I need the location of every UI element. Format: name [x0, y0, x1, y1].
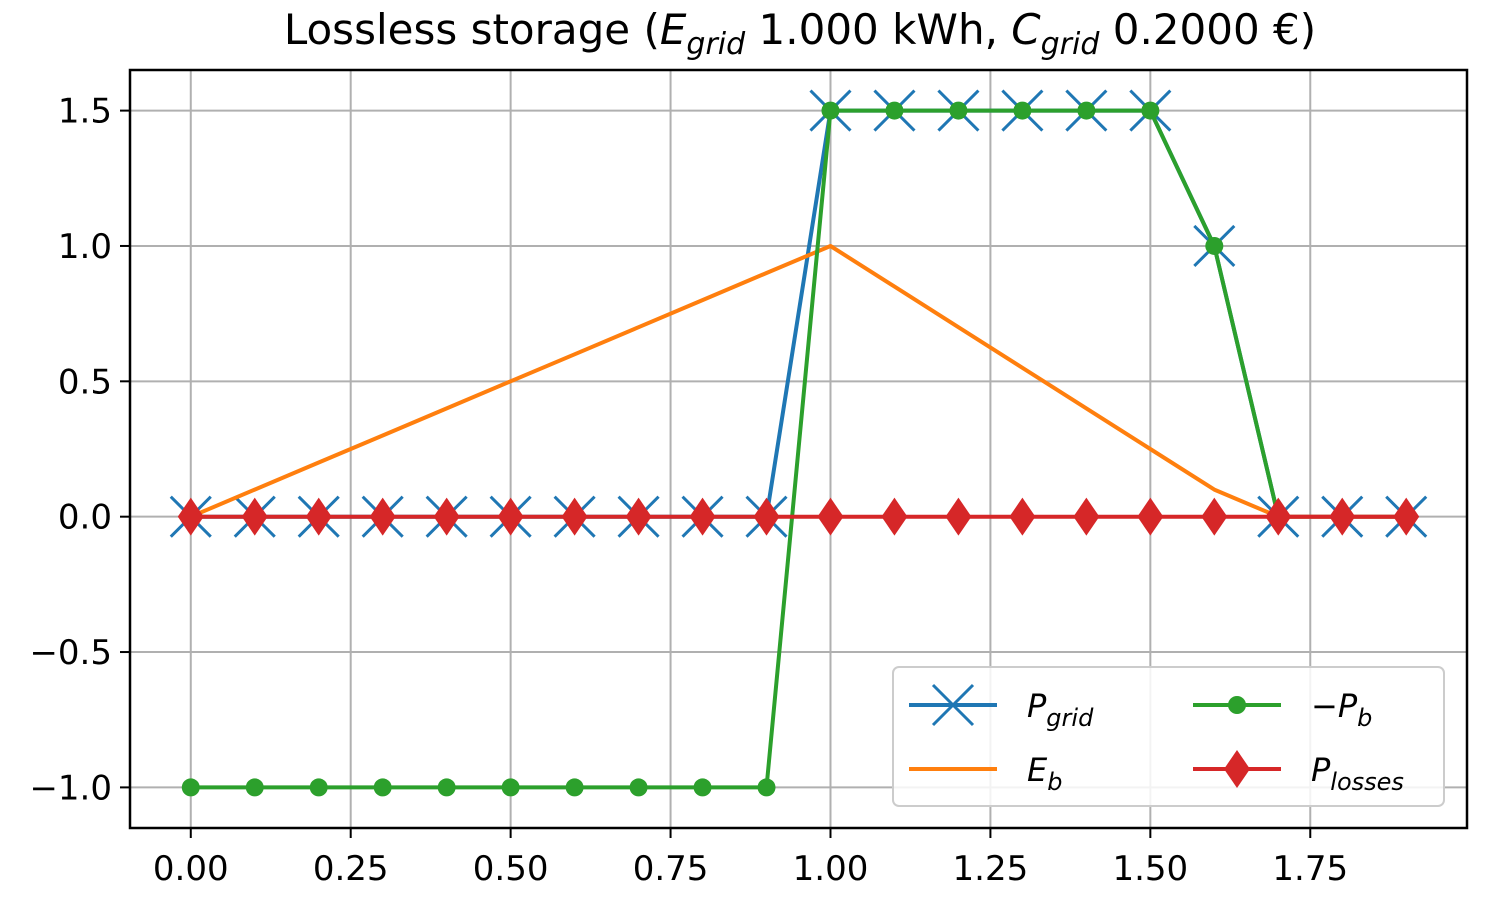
series-layer: [169, 89, 1428, 797]
data-point-p_losses: [945, 497, 972, 536]
data-point-p_losses: [817, 497, 844, 536]
y-tick-label: 0.0: [58, 498, 112, 538]
legend-box: [892, 666, 1445, 807]
legend-entry-neg_p_b: −Pb: [1193, 687, 1372, 732]
data-point-p_losses: [1009, 497, 1036, 536]
data-point-p_losses: [625, 497, 652, 536]
legend-label: −Pb: [1311, 687, 1372, 732]
data-point-neg_p_b: [949, 101, 968, 120]
x-tick-label: 1.75: [1272, 849, 1348, 889]
x-axis: 0.00 0.25 0.50 0.75 1.00 1.25 1.50 1.75: [153, 828, 1348, 889]
data-point-neg_p_b: [693, 778, 712, 797]
series-line-e_b: [190, 244, 1407, 519]
series-neg_p_b: [181, 101, 1288, 797]
data-point-neg_p_b: [245, 778, 264, 797]
y-tick-label: 1.5: [58, 92, 112, 132]
series-p_losses: [177, 497, 1420, 536]
chart-title: Lossless storage (Egrid 1.000 kWh, Cgrid…: [284, 5, 1316, 62]
data-point-p_losses: [881, 497, 908, 536]
data-point-p_losses: [1201, 497, 1228, 536]
data-point-p_losses: [305, 497, 332, 536]
data-point-p_losses: [753, 497, 780, 536]
data-point-neg_p_b: [1077, 101, 1096, 120]
series-e_b: [190, 244, 1407, 519]
data-point-p_losses: [1329, 497, 1356, 536]
legend-marker: [1224, 750, 1250, 788]
data-point-p_losses: [241, 497, 268, 536]
legend-entry-e_b: Eb: [909, 751, 1062, 796]
data-point-neg_p_b: [565, 778, 584, 797]
legend-marker: [931, 683, 975, 727]
plot-area-frame: [128, 68, 1469, 830]
data-point-neg_p_b: [1205, 236, 1224, 255]
x-tick-label: 1.25: [953, 849, 1029, 889]
data-point-p_losses: [369, 497, 396, 536]
data-point-p_losses: [1137, 497, 1164, 536]
data-point-neg_p_b: [629, 778, 648, 797]
y-tick-label: −0.5: [29, 633, 112, 673]
x-tick-label: 0.75: [633, 849, 709, 889]
data-point-neg_p_b: [1013, 101, 1032, 120]
data-point-neg_p_b: [309, 778, 328, 797]
data-point-neg_p_b: [373, 778, 392, 797]
data-point-neg_p_b: [437, 778, 456, 797]
data-point-p_losses: [177, 497, 204, 536]
legend-entry-p_losses: Plosses: [1193, 750, 1404, 796]
data-point-p_losses: [497, 497, 524, 536]
data-point-neg_p_b: [501, 778, 520, 797]
data-point-p_losses: [433, 497, 460, 536]
y-tick-label: 1.0: [58, 227, 112, 267]
data-point-neg_p_b: [181, 778, 200, 797]
legend-label: Plosses: [1311, 751, 1404, 796]
data-point-p_losses: [689, 497, 716, 536]
legend-marker: [1228, 696, 1246, 714]
legend: Pgrid Eb −Pb Plosses: [892, 666, 1445, 807]
legend-label: Eb: [1027, 751, 1062, 796]
data-point-neg_p_b: [1141, 101, 1160, 120]
data-point-p_losses: [561, 497, 588, 536]
x-tick-label: 0.25: [313, 849, 389, 889]
data-point-p_losses: [1265, 497, 1292, 536]
x-tick-label: 0.00: [153, 849, 229, 889]
y-tick-label: −1.0: [29, 768, 112, 808]
data-point-p_losses: [1073, 497, 1100, 536]
y-tick-label: 0.5: [58, 362, 112, 402]
y-axis: −1.0 −0.5 0.0 0.5 1.0 1.5: [29, 92, 130, 808]
legend-entry-p_grid: Pgrid: [909, 683, 1094, 732]
data-point-neg_p_b: [885, 101, 904, 120]
x-tick-label: 0.50: [473, 849, 549, 889]
data-point-neg_p_b: [821, 101, 840, 120]
data-point-p_losses: [1393, 497, 1420, 536]
data-point-neg_p_b: [757, 778, 776, 797]
x-tick-label: 1.50: [1112, 849, 1188, 889]
x-tick-label: 1.00: [793, 849, 869, 889]
legend-label: Pgrid: [1027, 687, 1094, 732]
series-line-neg_p_b: [190, 108, 1281, 790]
